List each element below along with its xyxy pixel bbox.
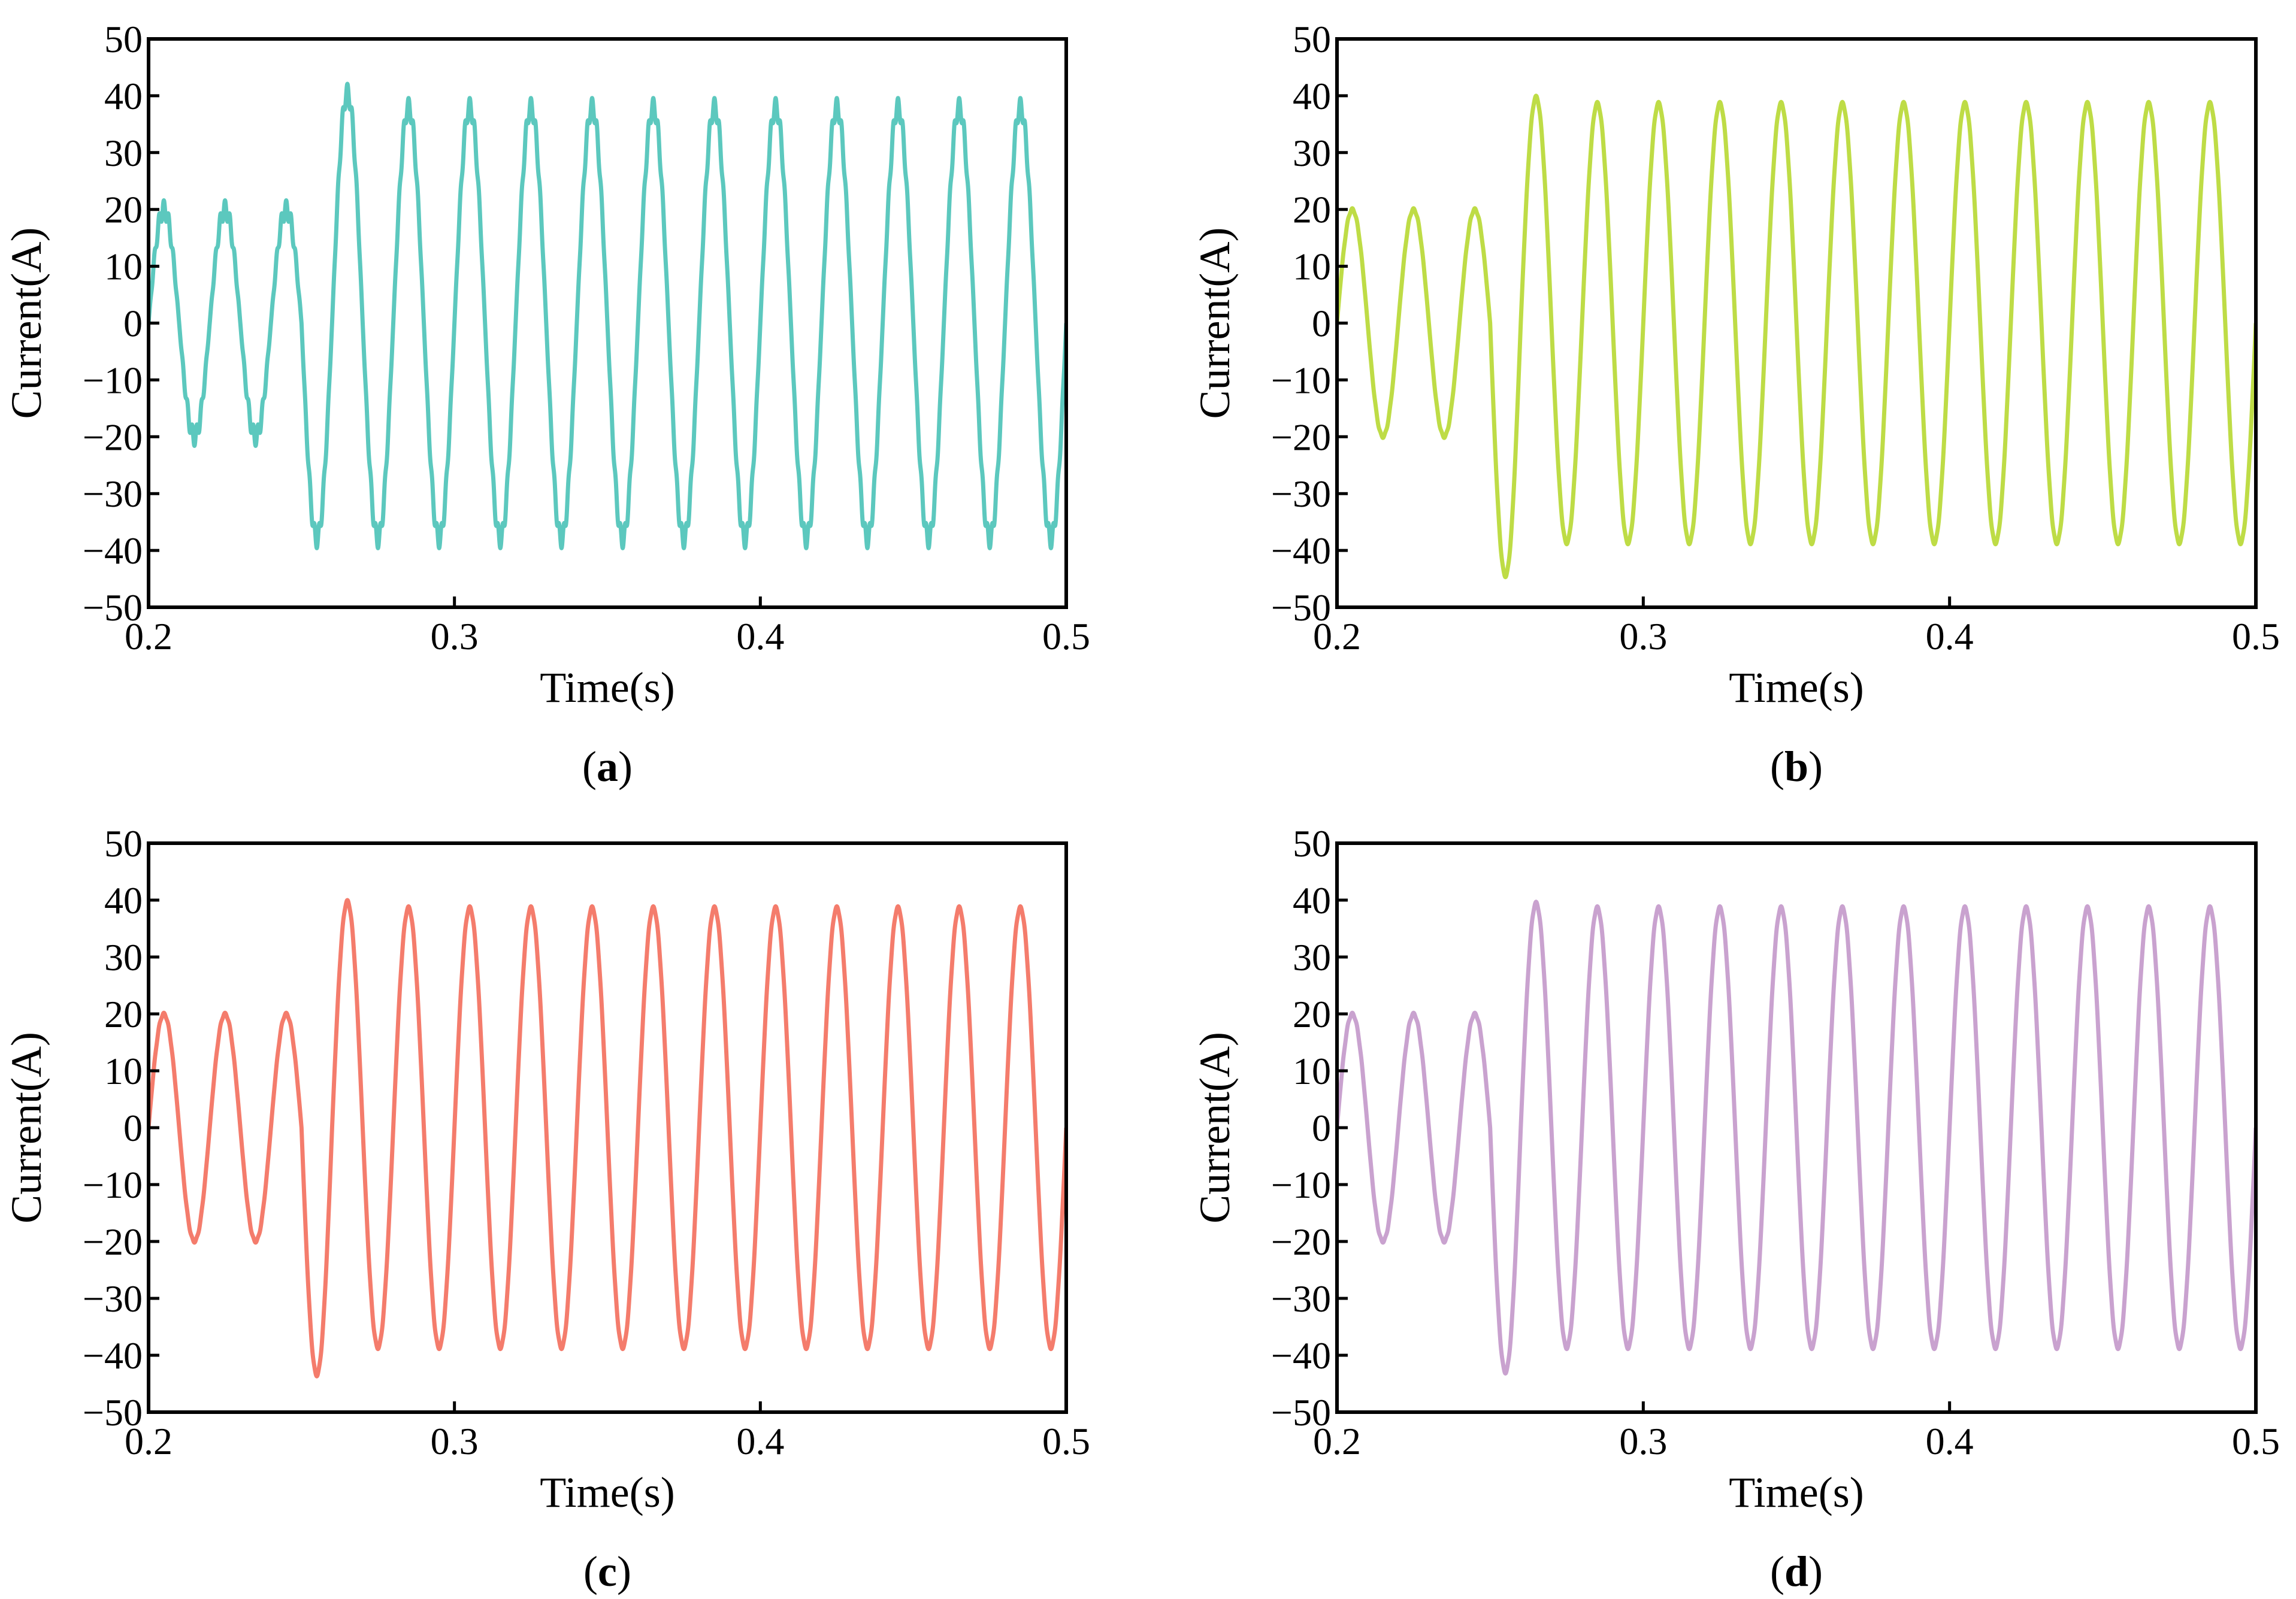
y-tick-label: −50 xyxy=(1271,586,1331,629)
y-tick-label: −50 xyxy=(1271,1391,1331,1434)
y-tick-label: −40 xyxy=(83,529,143,572)
y-tick-label: 30 xyxy=(104,132,143,174)
x-tick-label: 0.5 xyxy=(1042,615,1090,658)
panel-caption: (a) xyxy=(582,743,633,791)
panel-c: 0.2 0.3 0.4 0.5 50 40 30 20 10 0 −10 −20 −30 −40 −50 Ti… xyxy=(2,822,1090,1595)
x-tick-label: 0.2 xyxy=(125,1420,173,1462)
y-tick-label: −20 xyxy=(1271,1221,1331,1263)
x-tick-label: 0.4 xyxy=(736,1420,784,1462)
y-tick-label: 20 xyxy=(104,189,143,231)
y-tick-label: 40 xyxy=(1293,879,1331,922)
y-tick-label: 40 xyxy=(104,879,143,922)
series-line-current xyxy=(149,81,1066,550)
y-tick-label: 30 xyxy=(104,936,143,979)
y-tick-label: −40 xyxy=(83,1334,143,1377)
y-tick-label: −40 xyxy=(1271,1334,1331,1377)
y-tick-label: 50 xyxy=(1293,822,1331,865)
y-tick-label: 50 xyxy=(1293,18,1331,60)
panel-b: 0.2 0.3 0.4 0.5 50 40 30 20 10 0 −10 −20 −30 −40 −50 Ti… xyxy=(1191,18,2280,791)
x-tick-label: 0.3 xyxy=(1619,1420,1667,1462)
x-tick-label: 0.4 xyxy=(1926,1420,1974,1462)
x-tick-label: 0.5 xyxy=(1042,1420,1090,1462)
y-tick-label: −50 xyxy=(83,1391,143,1434)
y-tick-label: 0 xyxy=(123,1107,143,1149)
y-axis-label: Current(A) xyxy=(2,1032,50,1224)
series-line-current xyxy=(149,898,1066,1379)
panel-caption: (c) xyxy=(583,1547,631,1595)
y-tick-label: −30 xyxy=(1271,473,1331,515)
x-tick-label: 0.4 xyxy=(1926,615,1974,658)
y-tick-label: 10 xyxy=(1293,1050,1331,1092)
series-line-current xyxy=(1337,93,2256,580)
y-tick-label: 0 xyxy=(1312,1107,1331,1149)
x-axis-label: Time(s) xyxy=(540,1468,674,1516)
y-tick-label: −10 xyxy=(1271,359,1331,401)
panel-d: 0.2 0.3 0.4 0.5 50 40 30 20 10 0 −10 −20 −30 −40 −50 Ti… xyxy=(1191,822,2280,1595)
y-tick-label: −20 xyxy=(83,1221,143,1263)
x-tick-label: 0.2 xyxy=(125,615,173,658)
y-tick-label: −50 xyxy=(83,586,143,629)
y-tick-label: 10 xyxy=(104,246,143,288)
y-tick-label: 40 xyxy=(1293,75,1331,117)
x-axis-label: Time(s) xyxy=(540,664,674,711)
y-tick-label: 20 xyxy=(1293,993,1331,1035)
x-tick-label: 0.4 xyxy=(736,615,784,658)
series-line-current xyxy=(1337,900,2256,1376)
y-tick-label: 0 xyxy=(123,302,143,345)
y-axis-label: Current(A) xyxy=(2,228,50,419)
y-tick-label: 30 xyxy=(1293,132,1331,174)
y-tick-label: 50 xyxy=(104,18,143,60)
x-tick-label: 0.5 xyxy=(2232,1420,2280,1462)
y-tick-label: 10 xyxy=(104,1050,143,1092)
x-tick-label: 0.2 xyxy=(1313,1420,1361,1462)
y-tick-label: −10 xyxy=(83,359,143,401)
y-axis-label: Current(A) xyxy=(1191,1032,1239,1224)
y-tick-label: 40 xyxy=(104,75,143,117)
x-axis-label: Time(s) xyxy=(1729,664,1864,711)
y-tick-label: 50 xyxy=(104,822,143,865)
y-tick-label: −30 xyxy=(1271,1277,1331,1320)
panel-caption: (b) xyxy=(1770,743,1823,791)
y-tick-label: −20 xyxy=(1271,416,1331,458)
y-tick-label: −40 xyxy=(1271,529,1331,572)
x-tick-label: 0.3 xyxy=(431,1420,479,1462)
y-tick-label: −30 xyxy=(83,473,143,515)
y-tick-label: −10 xyxy=(83,1164,143,1206)
y-tick-label: −20 xyxy=(83,416,143,458)
y-tick-label: −30 xyxy=(83,1277,143,1320)
x-tick-label: 0.2 xyxy=(1313,615,1361,658)
y-axis-label: Current(A) xyxy=(1191,228,1239,419)
y-tick-label: 0 xyxy=(1312,302,1331,345)
panel-a: 0.2 0.3 0.4 0.5 50 40 30 20 10 0 −10 −20 −30 −40 −50 Ti… xyxy=(2,18,1090,791)
x-axis-label: Time(s) xyxy=(1729,1468,1864,1516)
y-tick-label: 20 xyxy=(104,993,143,1035)
x-tick-label: 0.3 xyxy=(431,615,479,658)
panel-caption: (d) xyxy=(1770,1547,1823,1595)
x-tick-label: 0.5 xyxy=(2232,615,2280,658)
y-tick-label: 10 xyxy=(1293,246,1331,288)
y-tick-label: −10 xyxy=(1271,1164,1331,1206)
y-tick-label: 30 xyxy=(1293,936,1331,979)
y-tick-label: 20 xyxy=(1293,189,1331,231)
x-tick-label: 0.3 xyxy=(1619,615,1667,658)
